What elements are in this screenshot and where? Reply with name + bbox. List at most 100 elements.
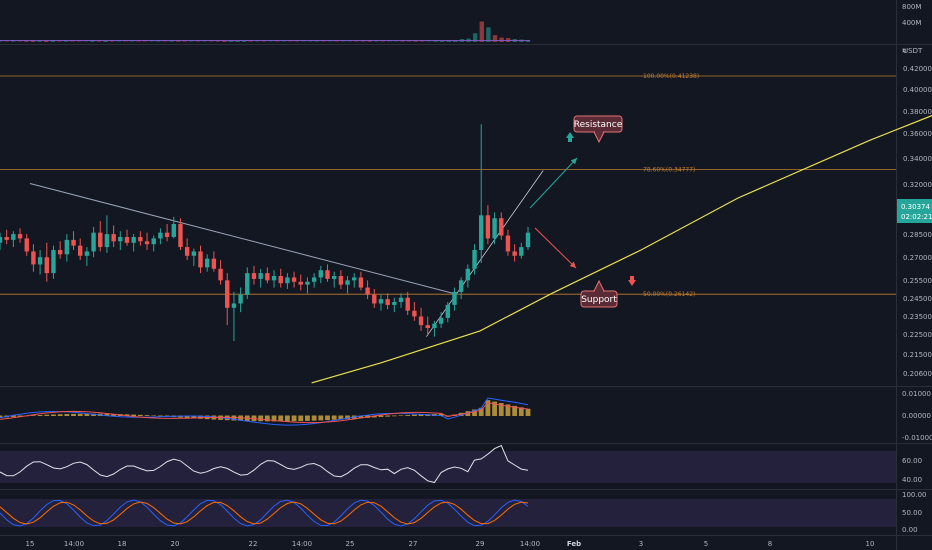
candle-body xyxy=(31,251,36,265)
candlestick xyxy=(218,260,223,285)
candle-body xyxy=(245,273,250,295)
macd-histogram-bar xyxy=(77,413,83,416)
candlestick xyxy=(151,235,156,252)
price-tick-label: 0.32000 xyxy=(903,181,932,189)
candlestick xyxy=(418,307,424,331)
current-price-label: 0.30374 xyxy=(901,203,930,211)
candlestick xyxy=(452,287,457,311)
candle-body xyxy=(345,280,350,285)
volume-bar xyxy=(169,41,174,42)
candlestick xyxy=(71,231,76,250)
macd-histogram-bar xyxy=(31,415,36,416)
macd-histogram-bar xyxy=(51,414,56,416)
macd-histogram-bar xyxy=(331,415,337,420)
volume-bar xyxy=(446,40,451,42)
candle-body xyxy=(325,270,330,279)
macd-tick-label: 0.00000 xyxy=(902,412,931,420)
candle-body xyxy=(265,273,270,281)
candle-body xyxy=(0,236,3,243)
candlestick xyxy=(425,316,430,336)
candle-body xyxy=(452,291,457,305)
macd-histogram-bar xyxy=(124,414,130,416)
macd-histogram-bar xyxy=(10,415,16,417)
price-pane xyxy=(0,45,896,385)
candlestick xyxy=(519,242,524,259)
candlestick xyxy=(251,265,257,285)
volume-bar xyxy=(195,41,201,42)
candlestick xyxy=(465,264,471,288)
candle-body xyxy=(338,276,344,285)
bearish-projection-arrow[interactable] xyxy=(534,227,577,269)
macd-histogram-bar xyxy=(17,415,23,417)
macd-histogram-bar xyxy=(44,414,50,416)
candlestick xyxy=(352,273,357,288)
price-tick-label: 0.34000 xyxy=(903,155,932,163)
volume-bar xyxy=(453,40,458,42)
time-axis[interactable]: 15 14:00 18 20 22 14:00 25 27 29 14:00 Feb 3 5 8 10 xyxy=(26,540,875,548)
candle-body xyxy=(412,310,417,317)
candle-body xyxy=(358,277,364,288)
candlestick xyxy=(37,249,43,275)
candlestick xyxy=(17,228,23,243)
volume-bar xyxy=(70,41,75,42)
volume-bar xyxy=(433,41,438,42)
candlestick xyxy=(318,265,324,284)
candle-body xyxy=(218,268,223,281)
candlestick xyxy=(204,254,210,272)
candlestick xyxy=(472,244,477,275)
macd-histogram-bar xyxy=(0,415,3,418)
time-tick-label: 15 xyxy=(26,540,35,548)
volume-bar xyxy=(24,41,29,42)
volume-bar xyxy=(473,33,478,42)
macd-histogram-bar xyxy=(305,415,310,421)
bullish-projection-arrow[interactable] xyxy=(529,157,578,209)
candlestick xyxy=(305,277,310,294)
candlestick xyxy=(24,234,29,256)
time-tick-label: 14:00 xyxy=(64,540,84,548)
candle-body xyxy=(178,223,183,248)
candle-body xyxy=(164,232,170,237)
volume-bar xyxy=(37,41,42,42)
time-tick-label: 27 xyxy=(409,540,418,548)
support-callout[interactable]: Support xyxy=(580,279,618,308)
candle-body xyxy=(84,251,90,256)
candlestick xyxy=(325,264,330,282)
candle-body xyxy=(271,276,277,281)
candlestick xyxy=(479,124,484,264)
macd-histogram-bar xyxy=(485,400,491,416)
candlestick xyxy=(265,267,270,284)
macd-histogram-bar xyxy=(278,415,284,422)
macd-histogram-bar xyxy=(131,414,137,416)
time-tick-label: 18 xyxy=(118,540,127,548)
macd-histogram-bar xyxy=(411,414,417,416)
fibonacci-levels: 100.00%(0.41238) 78.60%(0.34777) 50.00%(0.… xyxy=(0,73,896,298)
price-tick-label: 0.22500 xyxy=(903,331,932,339)
candle-body xyxy=(278,276,283,284)
stochastic-tick-label: 50.00 xyxy=(902,509,922,517)
time-tick-label: 29 xyxy=(476,540,485,548)
candlestick xyxy=(184,238,190,261)
stoch-pane xyxy=(0,490,896,535)
candlestick xyxy=(164,223,170,242)
resistance-callout[interactable]: Resistance xyxy=(573,115,623,144)
candlestick xyxy=(11,231,16,248)
candlestick xyxy=(44,242,49,282)
rsi-band xyxy=(0,451,896,483)
time-tick-label: 14:00 xyxy=(292,540,312,548)
macd-histogram-bar xyxy=(498,403,504,416)
resistance-label: Resistance xyxy=(574,120,623,130)
candle-body xyxy=(311,277,317,282)
macd-histogram-bar xyxy=(184,415,190,418)
volume-bar xyxy=(110,41,115,42)
candlestick xyxy=(445,302,450,323)
candle-body xyxy=(365,287,370,295)
time-tick-label: 3 xyxy=(639,540,643,548)
descending-trendline xyxy=(29,183,454,294)
currency-unit-icon: ¤ xyxy=(902,47,907,55)
countdown-label: 02:02:21 xyxy=(901,213,932,221)
candle-body xyxy=(158,232,163,239)
volume-bar xyxy=(182,41,187,42)
candle-body xyxy=(51,249,56,274)
candlestick xyxy=(231,291,237,342)
